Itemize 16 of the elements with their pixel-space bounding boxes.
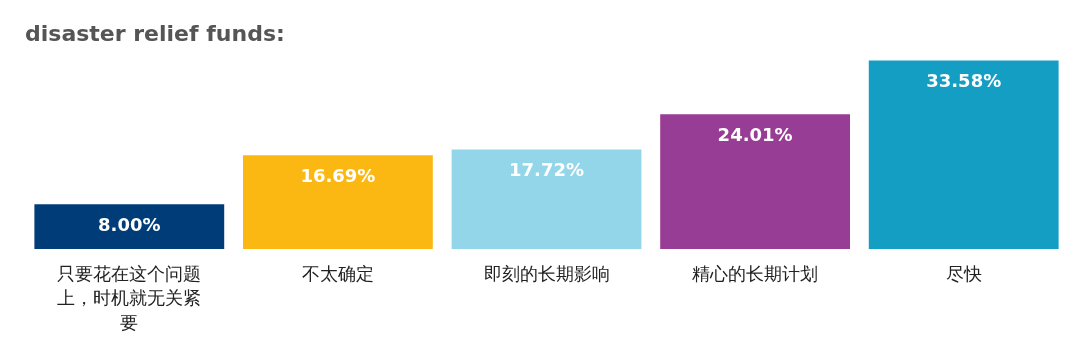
chart-title: disaster relief funds:: [25, 20, 285, 46]
x-tick-label: 尽快: [945, 262, 982, 284]
bar: [34, 204, 225, 250]
bar: [868, 60, 1059, 250]
x-tick-label: 只要花在这个问题上，时机就无关紧要: [57, 262, 202, 333]
x-tick-label: 不太确定: [301, 262, 374, 284]
bar: [242, 155, 433, 250]
data-label: 33.58%: [926, 70, 1002, 92]
bar: [660, 114, 851, 250]
x-tick-label: 精心的长期计划: [692, 262, 819, 284]
data-label: 8.00%: [98, 213, 161, 235]
data-label: 17.72%: [509, 159, 584, 181]
bar: [451, 149, 642, 250]
data-label: 24.01%: [717, 123, 793, 145]
x-tick-label: 即刻的长期影响: [483, 262, 610, 284]
data-label: 16.69%: [300, 164, 376, 186]
